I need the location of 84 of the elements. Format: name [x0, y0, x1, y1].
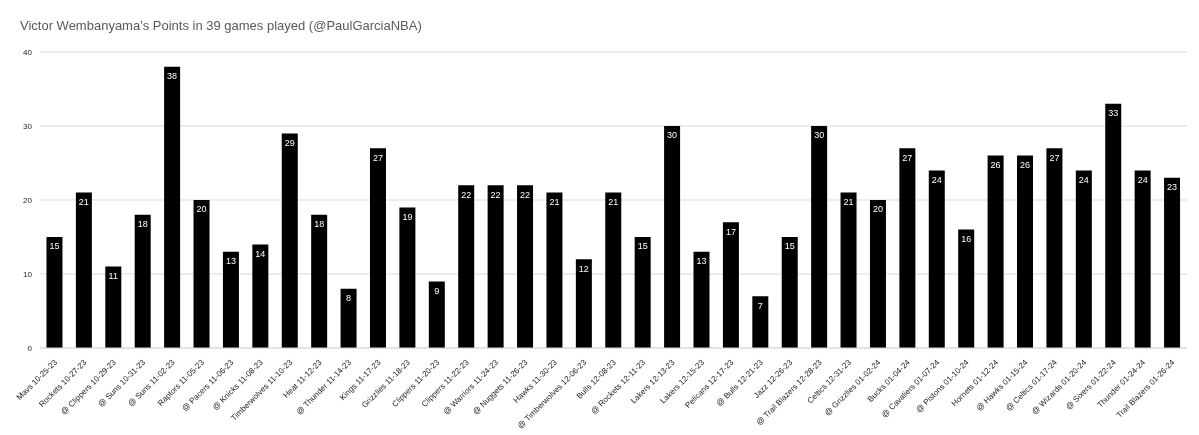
data-label: 26 [1020, 159, 1031, 170]
data-label: 17 [725, 226, 736, 237]
data-label: 27 [902, 152, 913, 163]
bar [252, 244, 269, 348]
bar [693, 251, 710, 348]
bar [399, 207, 416, 348]
data-label: 19 [402, 211, 413, 222]
data-label: 21 [549, 196, 560, 207]
data-label: 7 [757, 300, 763, 311]
data-label: 21 [78, 196, 89, 207]
data-label: 9 [434, 285, 440, 296]
data-label: 27 [372, 152, 383, 163]
data-label: 30 [667, 130, 678, 141]
bar [869, 200, 886, 348]
data-label: 8 [346, 293, 352, 304]
data-label: 12 [578, 263, 589, 274]
bar [1134, 170, 1151, 348]
bar [722, 222, 739, 348]
bar [899, 148, 916, 348]
bar [811, 126, 828, 348]
bar [193, 200, 210, 348]
data-label: 26 [990, 159, 1001, 170]
bar [546, 192, 563, 348]
data-label: 24 [1137, 174, 1148, 185]
y-tick-label: 40 [23, 47, 33, 57]
data-label: 22 [490, 189, 501, 200]
data-label: 15 [637, 241, 648, 252]
bar [752, 296, 769, 348]
data-label: 21 [843, 196, 854, 207]
chart-title: Victor Wembanyama's Points in 39 games played (@PaulGarciaNBA) [19, 17, 423, 35]
data-label: 21 [608, 196, 619, 207]
bar [517, 185, 534, 348]
bar [164, 66, 181, 348]
y-tick-label: 30 [23, 121, 33, 131]
bar [987, 155, 1004, 348]
bar [781, 237, 798, 348]
bar [458, 185, 475, 348]
bar [487, 185, 504, 348]
data-label: 30 [814, 130, 825, 141]
y-tick-label: 0 [27, 343, 33, 353]
data-label: 38 [167, 71, 178, 82]
data-label: 27 [1049, 152, 1060, 163]
bar [105, 266, 122, 348]
bar [281, 133, 298, 348]
data-label: 14 [255, 248, 266, 259]
bar [369, 148, 386, 348]
data-label: 18 [137, 219, 148, 230]
bar [222, 251, 239, 348]
data-label: 23 [1167, 182, 1178, 193]
data-label: 13 [696, 256, 707, 267]
bar [605, 192, 622, 348]
data-label: 24 [931, 174, 942, 185]
bar [340, 288, 357, 348]
y-tick-label: 20 [23, 195, 33, 205]
bar [311, 214, 328, 348]
y-tick-label: 10 [23, 269, 33, 279]
data-label: 13 [225, 256, 236, 267]
bar [134, 214, 151, 348]
data-label: 33 [1108, 108, 1119, 119]
bar [664, 126, 681, 348]
data-label: 18 [314, 219, 325, 230]
data-label: 29 [284, 137, 295, 148]
bar [1164, 177, 1181, 348]
data-label: 20 [196, 204, 207, 215]
bar [1105, 103, 1122, 348]
data-label: 20 [872, 204, 883, 215]
data-label: 15 [49, 241, 60, 252]
bar [1075, 170, 1092, 348]
bar [75, 192, 92, 348]
bar [1046, 148, 1063, 348]
data-label: 16 [961, 233, 972, 244]
data-label: 24 [1078, 174, 1089, 185]
bar [1017, 155, 1034, 348]
bar [46, 237, 63, 348]
data-label: 15 [784, 241, 795, 252]
bar [575, 259, 592, 348]
data-label: 22 [461, 189, 472, 200]
bar [634, 237, 651, 348]
bar [840, 192, 857, 348]
bar [928, 170, 945, 348]
bar [428, 281, 445, 348]
data-label: 22 [520, 189, 531, 200]
bar [958, 229, 975, 348]
data-label: 11 [108, 270, 118, 281]
